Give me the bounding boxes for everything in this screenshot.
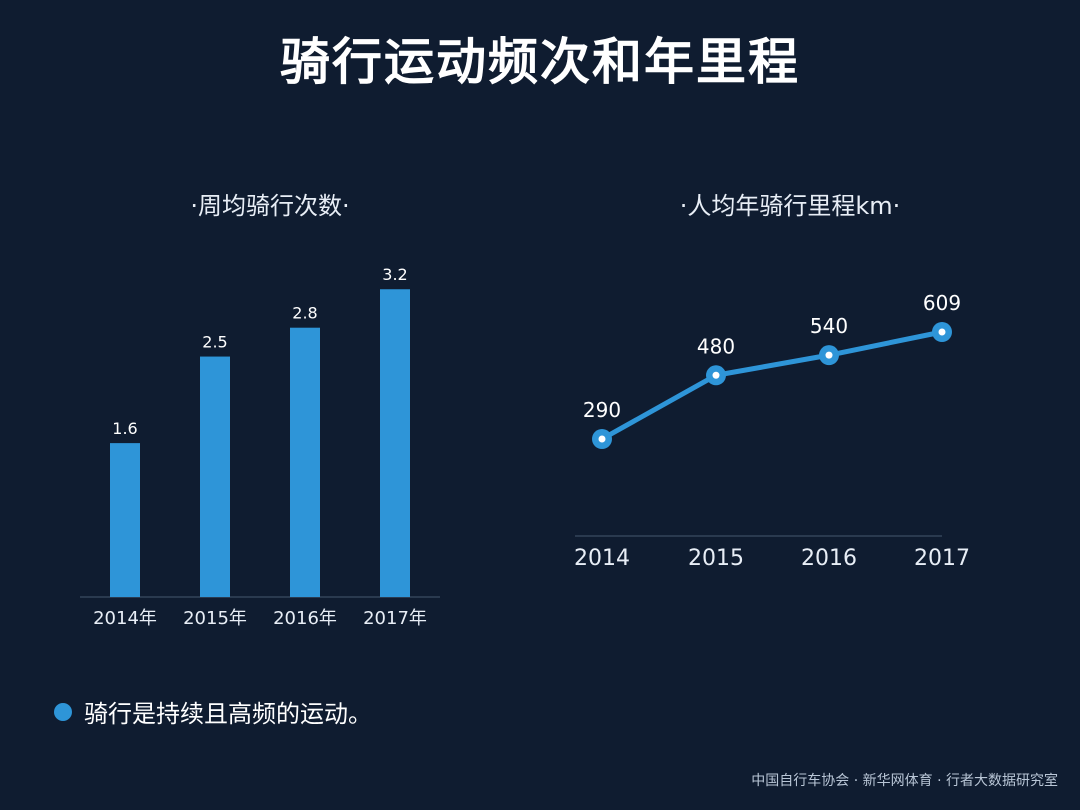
summary-note-text: 骑行是持续且高频的运动。	[84, 700, 372, 728]
line-value-label: 609	[923, 291, 961, 315]
source-credit: 中国自行车协会 · 新华网体育 · 行者大数据研究室	[751, 773, 1058, 789]
summary-note: 骑行是持续且高频的运动。	[54, 694, 372, 729]
line-value-label: 540	[810, 314, 848, 338]
line-tick-label: 2017	[914, 546, 970, 571]
bar-tick-label: 2015年	[183, 608, 247, 629]
bar-2014年	[110, 443, 140, 597]
bar-chart-title: ·周均骑行次数·	[190, 192, 350, 220]
bullet-icon	[54, 702, 72, 721]
page-title: 骑行运动频次和年里程	[280, 33, 800, 91]
line-tick-label: 2015	[688, 546, 744, 571]
bar-2016年	[290, 327, 320, 597]
bar-value-label: 2.8	[292, 304, 317, 323]
line-chart: 290 2014 480 2015 540 2016 609 2017	[574, 291, 970, 571]
line-tick-label: 2014	[574, 546, 630, 571]
line-series	[599, 329, 945, 442]
bar-tick-label: 2016年	[273, 608, 337, 629]
line-value-label: 290	[583, 398, 621, 422]
bar-value-label: 1.6	[112, 419, 137, 438]
line-point-center	[938, 328, 946, 336]
bar-tick-label: 2017年	[363, 608, 427, 629]
line-point-center	[712, 371, 720, 379]
bar-chart: 1.6 2014年 2.5 2015年 2.8 2016年 3.2 2017年	[80, 265, 440, 629]
line-point-center	[598, 435, 606, 443]
line-value-label: 480	[697, 334, 735, 358]
bar-tick-label: 2014年	[93, 608, 157, 629]
line-tick-label: 2016	[801, 546, 857, 571]
line-point-center	[825, 351, 833, 359]
bar-2015年	[200, 356, 230, 597]
bar-value-label: 2.5	[202, 333, 227, 352]
bar-2017年	[380, 289, 410, 597]
line-chart-title: ·人均年骑行里程km·	[679, 192, 901, 220]
bar-value-label: 3.2	[382, 265, 407, 284]
